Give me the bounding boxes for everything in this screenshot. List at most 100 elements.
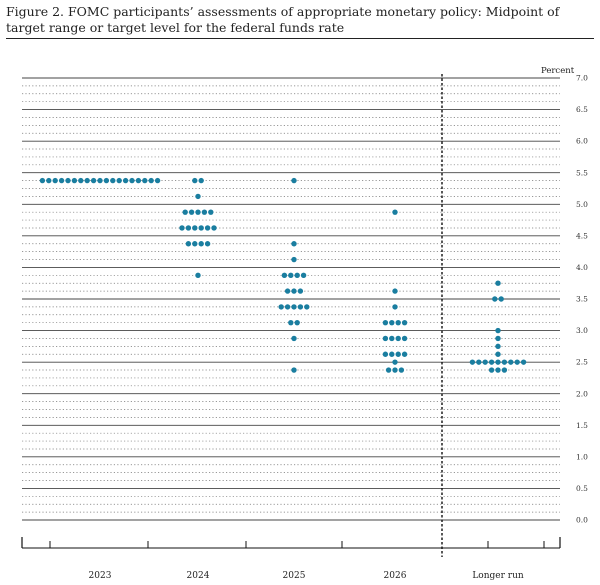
dot-point bbox=[488, 359, 495, 365]
dot-point bbox=[291, 288, 297, 294]
y-tick-label: 1.0 bbox=[576, 452, 588, 461]
dot-point bbox=[281, 272, 288, 279]
dot-point bbox=[495, 351, 501, 357]
dot-point bbox=[495, 327, 501, 334]
dot-point bbox=[201, 209, 208, 215]
dot-point bbox=[469, 359, 476, 365]
y-tick-label: 5.0 bbox=[576, 200, 588, 209]
y-tick-label: 3.5 bbox=[576, 295, 588, 304]
x-category-label: 2023 bbox=[89, 571, 112, 581]
dot-point bbox=[84, 177, 90, 184]
dot-point bbox=[122, 177, 129, 184]
dot-point bbox=[154, 177, 161, 184]
dot-point bbox=[392, 209, 398, 215]
dot-point bbox=[204, 225, 211, 231]
y-tick-label: 6.5 bbox=[576, 105, 588, 114]
dot-point bbox=[284, 304, 291, 310]
y-tick-label: 0.0 bbox=[576, 516, 588, 525]
dot-point bbox=[392, 367, 398, 373]
dot-point bbox=[129, 177, 135, 184]
figure-title: Figure 2. FOMC participants’ assessments… bbox=[6, 4, 560, 35]
dot-point bbox=[395, 351, 401, 357]
dot-point bbox=[195, 272, 201, 279]
dot-point bbox=[501, 367, 508, 373]
dot-point bbox=[382, 351, 389, 357]
dot-point bbox=[148, 177, 154, 184]
dot-point bbox=[385, 367, 392, 373]
dot-point bbox=[488, 367, 495, 373]
dot-point bbox=[208, 209, 214, 215]
dot-point bbox=[514, 359, 520, 365]
dot-point bbox=[398, 367, 405, 373]
dot-point bbox=[294, 272, 300, 279]
x-category-label: Longer run bbox=[472, 571, 524, 581]
dot-point bbox=[495, 359, 501, 365]
dot-point bbox=[179, 225, 185, 231]
dot-point bbox=[389, 319, 395, 326]
dot-point bbox=[392, 359, 398, 365]
dot-point bbox=[110, 177, 116, 184]
dot-point bbox=[482, 359, 488, 365]
dot-point bbox=[188, 209, 195, 215]
dot-point bbox=[284, 288, 291, 294]
dot-point bbox=[495, 335, 501, 342]
dot-point bbox=[90, 177, 97, 184]
dot-point bbox=[195, 193, 201, 200]
dot-point bbox=[204, 241, 211, 247]
y-tick-label: 6.0 bbox=[576, 137, 588, 146]
dot-point bbox=[495, 280, 501, 286]
dot-point bbox=[65, 177, 71, 184]
dot-point bbox=[52, 177, 58, 184]
y-tick-label: 2.0 bbox=[576, 389, 588, 398]
dot-point bbox=[297, 304, 304, 310]
y-tick-label: 4.0 bbox=[576, 263, 588, 272]
dot-point bbox=[192, 177, 198, 184]
y-tick-label: 2.5 bbox=[576, 358, 588, 367]
dot-point bbox=[135, 177, 142, 184]
dot-point bbox=[401, 335, 408, 342]
dot-point bbox=[198, 241, 204, 247]
dot-point bbox=[192, 225, 198, 231]
dot-point bbox=[192, 241, 198, 247]
dot-point bbox=[71, 177, 78, 184]
dot-point bbox=[495, 343, 501, 350]
y-tick-label: 0.5 bbox=[576, 484, 588, 493]
dot-point bbox=[278, 304, 284, 310]
dot-point bbox=[288, 319, 294, 326]
dot-point bbox=[103, 177, 110, 184]
dot-point bbox=[198, 177, 204, 184]
dot-point bbox=[382, 335, 389, 342]
dot-point bbox=[291, 256, 297, 263]
x-category-label: 2026 bbox=[384, 571, 407, 581]
dot-point bbox=[520, 359, 527, 365]
x-category-label: 2025 bbox=[283, 571, 306, 581]
y-unit-label: Percent bbox=[541, 66, 575, 76]
dot-point bbox=[291, 304, 297, 310]
dot-point bbox=[58, 177, 65, 184]
title-rule bbox=[6, 38, 594, 39]
dot-point bbox=[395, 335, 401, 342]
y-tick-label: 1.5 bbox=[576, 421, 588, 430]
dot-point bbox=[39, 177, 46, 184]
dot-point bbox=[211, 225, 217, 231]
dot-point bbox=[297, 288, 304, 294]
dot-point bbox=[198, 225, 204, 231]
dot-point bbox=[401, 319, 408, 326]
dot-point bbox=[185, 241, 192, 247]
y-tick-label: 4.5 bbox=[576, 231, 588, 240]
dot-point bbox=[46, 177, 52, 184]
dot-point bbox=[382, 319, 389, 326]
dot-point bbox=[492, 296, 498, 302]
dot-point bbox=[508, 359, 514, 365]
dot-point bbox=[291, 367, 297, 373]
dot-point bbox=[498, 296, 504, 302]
dot-point bbox=[291, 335, 297, 342]
dot-point bbox=[395, 319, 401, 326]
dot-point bbox=[294, 319, 300, 326]
dot-point bbox=[401, 351, 408, 357]
dot-point bbox=[97, 177, 103, 184]
y-tick-label: 7.0 bbox=[576, 74, 588, 83]
dot-point bbox=[291, 177, 297, 184]
dot-point bbox=[389, 335, 395, 342]
